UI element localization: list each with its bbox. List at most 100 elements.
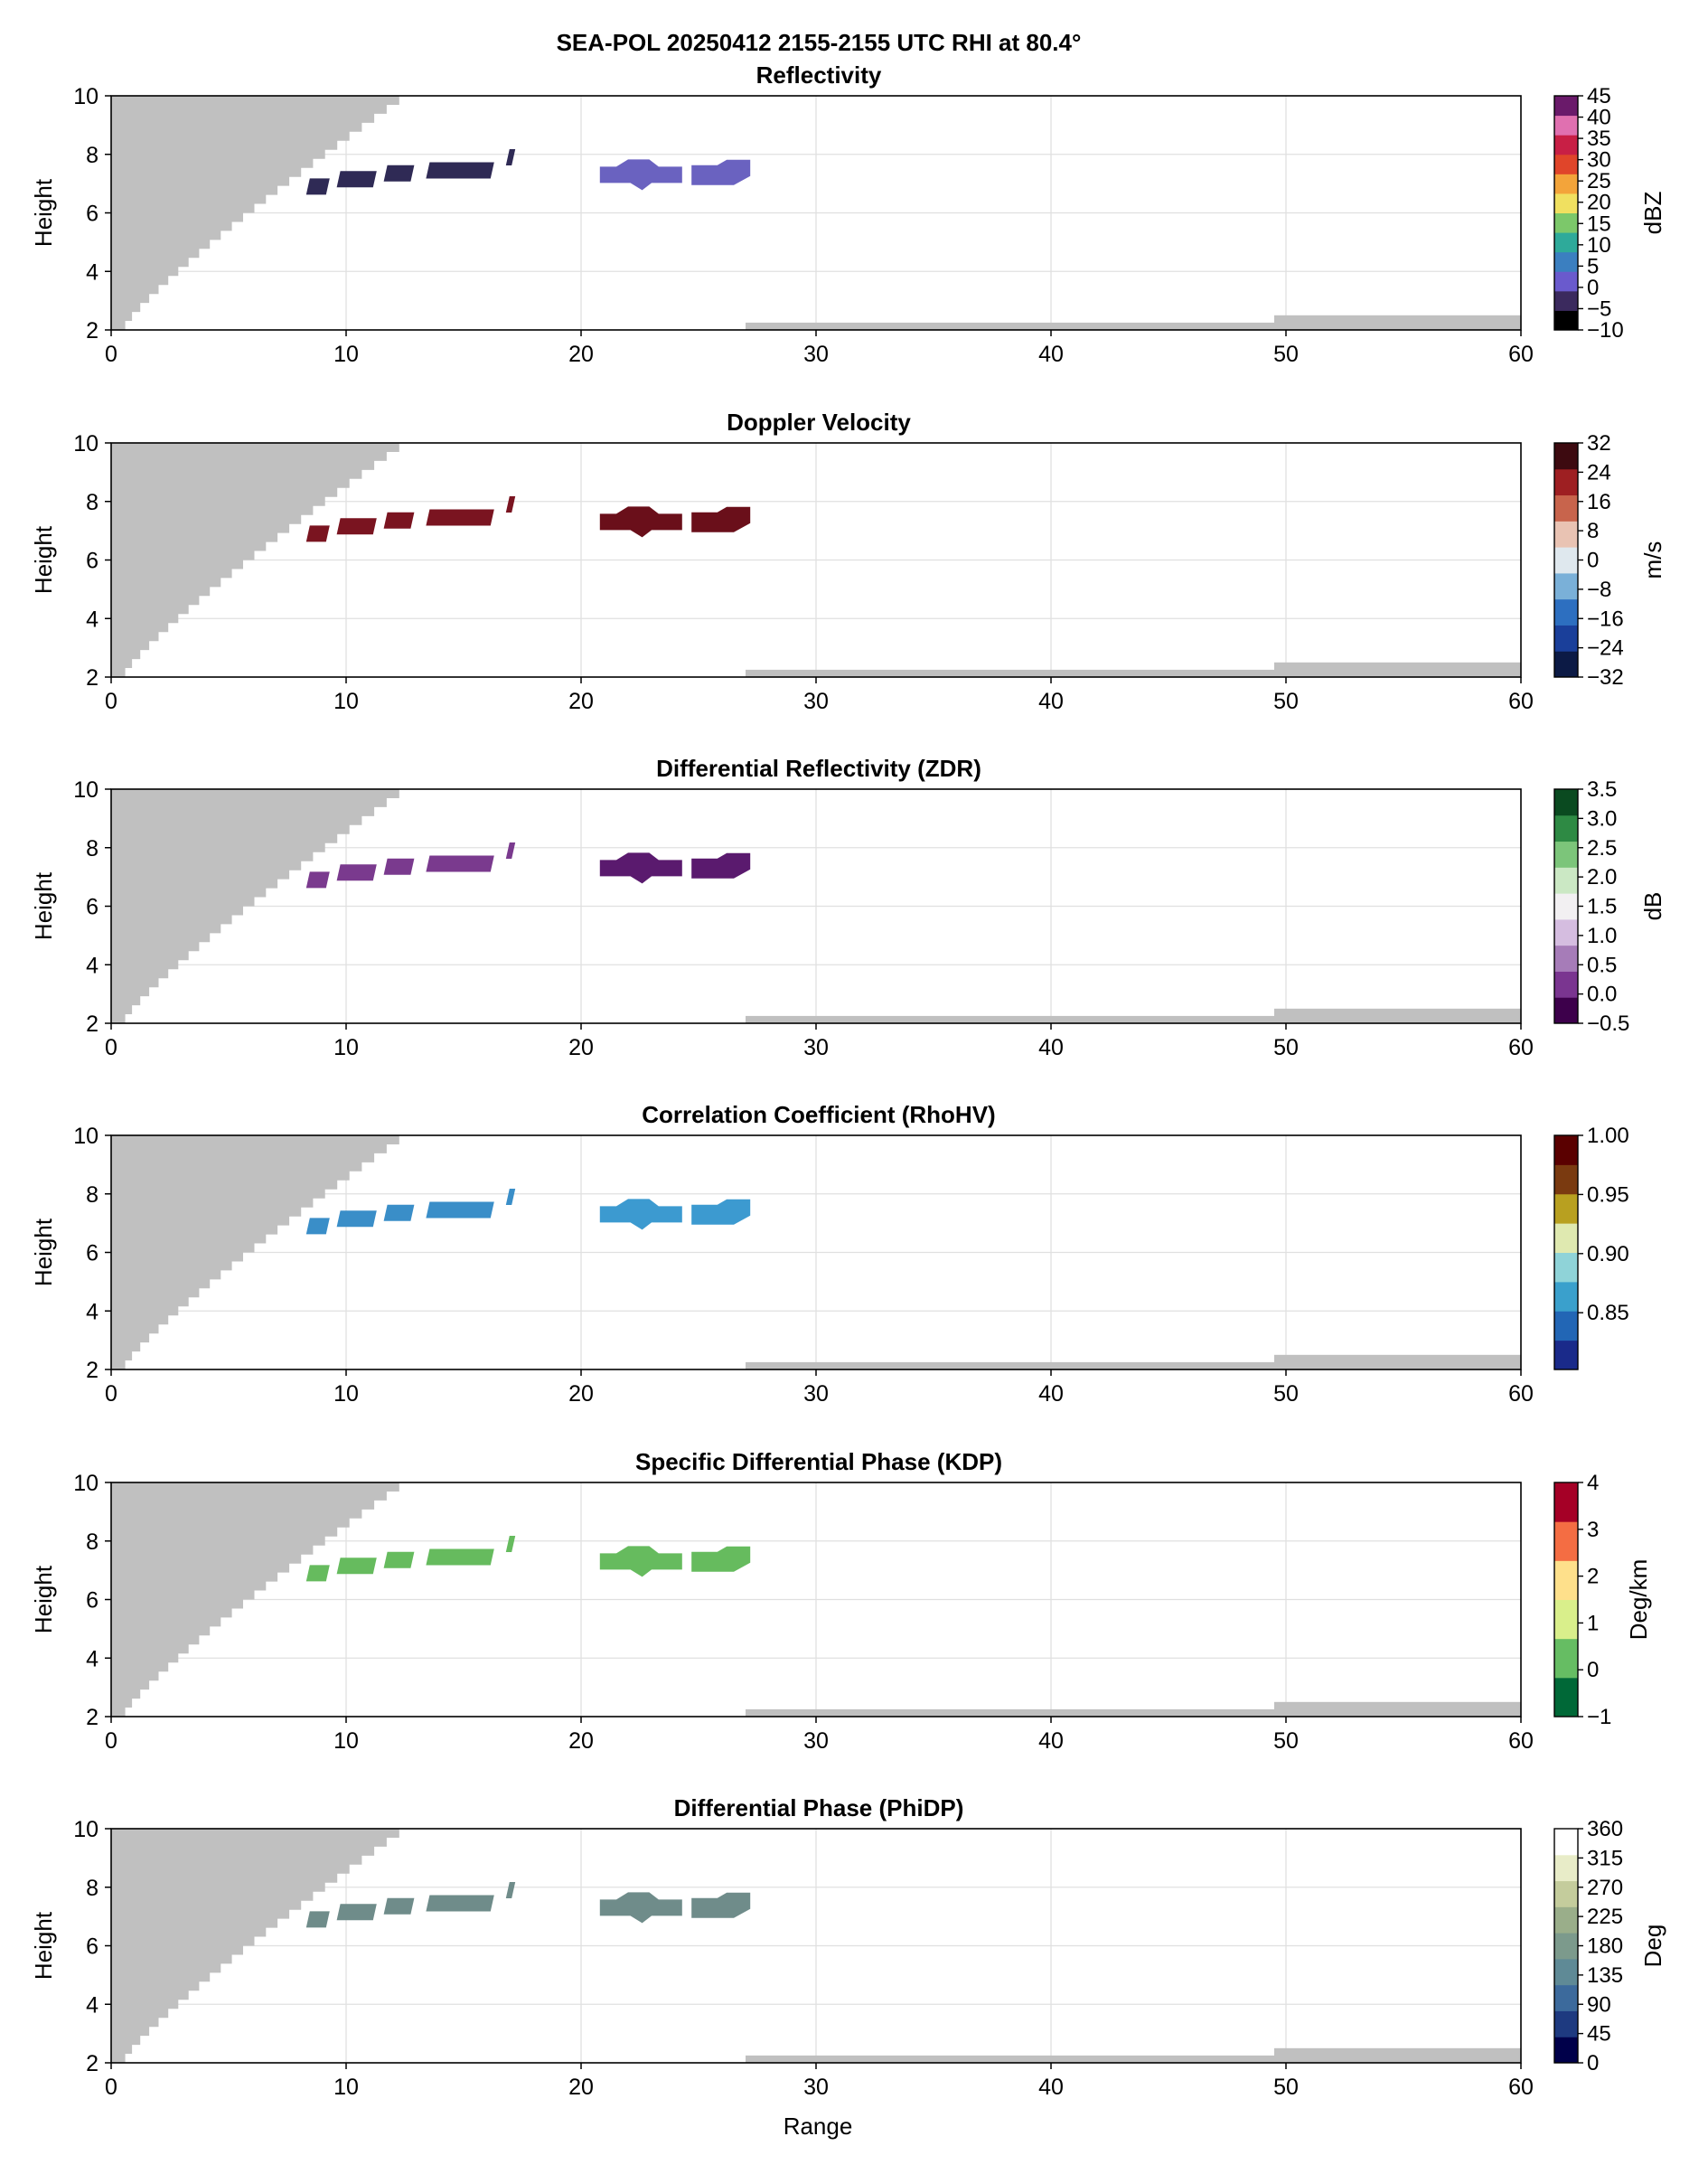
colorbar-tick-label: 32 <box>1587 431 1611 456</box>
x-tick-label: 30 <box>803 1728 829 1754</box>
colorbar-segment <box>1554 468 1578 496</box>
y-tick-label: 10 <box>73 1124 99 1149</box>
colorbar-segment <box>1554 572 1578 600</box>
y-tick-label: 2 <box>86 318 99 344</box>
echo-segment <box>505 842 516 859</box>
colorbar-tick-label: 24 <box>1587 460 1611 485</box>
colorbar-tick-label: −32 <box>1587 665 1624 690</box>
echo-segment <box>691 1892 751 1918</box>
echo-segment <box>426 1895 494 1912</box>
colorbar-segment <box>1554 893 1578 920</box>
y-tick-label: 10 <box>73 777 99 803</box>
colorbar-tick-label: 0 <box>1587 1658 1599 1682</box>
colorbar-segment <box>1554 1521 1578 1561</box>
colorbar-tick-label: 180 <box>1587 1934 1623 1959</box>
colorbar-tick-label: 40 <box>1587 106 1611 130</box>
x-tick-label: 0 <box>105 1035 117 1060</box>
echo-segment <box>305 1565 330 1582</box>
x-tick-label: 50 <box>1273 342 1299 367</box>
colorbar-tick-label: 20 <box>1587 191 1611 215</box>
blocked-beam-region <box>111 789 412 1023</box>
echo-segment <box>336 1904 377 1921</box>
echo-segment <box>426 509 494 526</box>
echo-segment <box>599 1199 682 1230</box>
y-tick-label: 4 <box>86 1646 99 1671</box>
y-tick-label: 6 <box>86 202 99 227</box>
colorbar-tick-label: 2.5 <box>1587 836 1617 861</box>
colorbar-segment <box>1554 1164 1578 1195</box>
y-tick-label: 4 <box>86 1992 99 2018</box>
colorbar-segment <box>1554 494 1578 522</box>
colorbar-segment <box>1554 1906 1578 1934</box>
ground-clutter-strip <box>1274 315 1521 330</box>
colorbar-segment <box>1554 2010 1578 2038</box>
colorbar-segment <box>1554 310 1578 331</box>
colorbar-segment <box>1554 521 1578 548</box>
y-tick-label: 2 <box>86 1012 99 1037</box>
colorbar-label: m/s <box>1639 541 1666 579</box>
echo-segment <box>336 518 377 535</box>
colorbar-segment <box>1554 1281 1578 1312</box>
colorbar-tick-label: 0.90 <box>1587 1242 1629 1266</box>
colorbar-tick-label: 3 <box>1587 1518 1599 1542</box>
y-axis-label: Height <box>30 525 57 594</box>
panel-title: Differential Reflectivity (ZDR) <box>656 755 981 782</box>
echo-segment <box>383 1897 415 1915</box>
ground-clutter-strip <box>1274 2047 1521 2063</box>
colorbar-tick-label: 8 <box>1587 519 1599 543</box>
colorbar-tick-label: 0 <box>1587 549 1599 573</box>
ground-clutter-strip <box>1274 1354 1521 1369</box>
x-tick-label: 60 <box>1508 1035 1534 1060</box>
colorbar-frame <box>1553 1134 1579 1370</box>
colorbar-tick-label: 2 <box>1587 1565 1599 1589</box>
colorbar-tick-label: 3.5 <box>1587 777 1617 802</box>
x-tick-label: 0 <box>105 1728 117 1754</box>
x-tick-label: 20 <box>568 342 594 367</box>
x-tick-label: 50 <box>1273 689 1299 714</box>
y-tick-label: 8 <box>86 490 99 515</box>
colorbar-tick-label: 16 <box>1587 490 1611 514</box>
colorbar-tick-label: 0 <box>1587 2051 1599 2075</box>
colorbar-tick-label: 0.0 <box>1587 983 1617 1007</box>
colorbar-segment <box>1554 1193 1578 1224</box>
x-tick-label: 50 <box>1273 2075 1299 2100</box>
colorbar-segment <box>1554 290 1578 311</box>
y-tick-label: 4 <box>86 1299 99 1324</box>
colorbar-tick-label: 45 <box>1587 84 1611 108</box>
colorbar-tick-label: −0.5 <box>1587 1012 1629 1036</box>
echo-segment <box>599 852 682 884</box>
colorbar-tick-label: 1 <box>1587 1611 1599 1635</box>
ground-clutter-strip <box>1274 1008 1521 1023</box>
colorbar-segment <box>1554 1223 1578 1253</box>
colorbar-frame <box>1553 1482 1579 1718</box>
x-tick-label: 10 <box>333 342 359 367</box>
colorbar-tick-label: 1.00 <box>1587 1124 1629 1148</box>
colorbar-segment <box>1554 1560 1578 1600</box>
x-tick-label: 60 <box>1508 689 1534 714</box>
y-tick-label: 8 <box>86 836 99 861</box>
colorbar-tick-label: 0.5 <box>1587 953 1617 977</box>
colorbar-tick-label: 1.5 <box>1587 895 1617 919</box>
echo-segment <box>691 1546 751 1572</box>
colorbar-tick-label: 360 <box>1587 1817 1623 1841</box>
x-tick-label: 10 <box>333 1728 359 1754</box>
y-tick-label: 2 <box>86 665 99 691</box>
x-tick-label: 0 <box>105 689 117 714</box>
colorbar-segment <box>1554 271 1578 292</box>
colorbar-segment <box>1554 1984 1578 2011</box>
y-tick-label: 2 <box>86 2051 99 2076</box>
x-tick-label: 20 <box>568 1381 594 1407</box>
colorbar-label: dB <box>1639 892 1666 921</box>
colorbar-tick-label: −16 <box>1587 607 1624 631</box>
echo-segment <box>383 165 415 182</box>
panel-title: Reflectivity <box>756 61 882 89</box>
colorbar-label: Deg/km <box>1625 1559 1652 1641</box>
echo-segment <box>599 506 682 538</box>
ground-clutter-strip <box>746 322 1274 330</box>
blocked-beam-region <box>111 96 412 330</box>
y-tick-label: 6 <box>86 1934 99 1960</box>
colorbar-tick-label: 135 <box>1587 1963 1623 1988</box>
x-tick-label: 50 <box>1273 1035 1299 1060</box>
